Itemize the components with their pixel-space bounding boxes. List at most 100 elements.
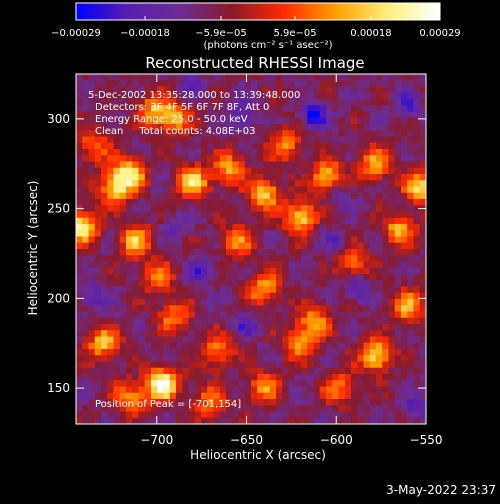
heat-cell [394, 249, 402, 256]
heat-cell [413, 236, 421, 244]
heat-cell [394, 111, 402, 119]
heat-cell [388, 80, 396, 87]
heat-cell [332, 155, 339, 162]
heat-cell [288, 124, 296, 131]
heat-cell [294, 186, 302, 194]
heat-cell [363, 367, 371, 375]
heat-cell [201, 367, 208, 375]
heat-cell [144, 317, 152, 325]
heat-cell [288, 292, 296, 300]
heat-cell [219, 230, 227, 237]
heat-cell [176, 117, 183, 125]
heat-cell [338, 355, 346, 362]
heat-cell [338, 411, 346, 419]
heat-cell [226, 205, 233, 212]
heat-cell [376, 349, 383, 356]
heat-cell [376, 92, 383, 100]
heat-cell [232, 217, 239, 225]
heat-cell [388, 142, 396, 150]
heat-cell [263, 99, 271, 106]
heat-cell [388, 111, 396, 119]
heat-cell [382, 130, 389, 137]
heat-cell [338, 311, 346, 319]
heat-cell [338, 292, 346, 300]
heat-cell [319, 411, 327, 419]
x-tick-label: −650 [230, 433, 263, 447]
heat-cell [107, 192, 114, 200]
heat-cell [201, 392, 208, 400]
heat-cell [213, 211, 221, 219]
heat-cell [382, 255, 389, 262]
heat-cell [301, 274, 308, 281]
heat-cell [394, 149, 402, 156]
heat-cell [376, 99, 383, 106]
heat-cell [269, 211, 277, 219]
heat-cell [113, 317, 121, 325]
heat-cell [157, 186, 164, 194]
heat-cell [182, 130, 189, 137]
heat-cell [126, 286, 133, 294]
heat-cell [351, 174, 358, 181]
heat-cell [376, 105, 383, 112]
heat-cell [276, 192, 283, 200]
heat-cell [269, 249, 277, 256]
heat-cell [194, 380, 202, 387]
heat-cell [357, 286, 364, 294]
heat-cell [157, 161, 164, 169]
heat-cell [301, 305, 308, 312]
heat-cell [344, 311, 352, 319]
colorbar-ticks: −0.00029 −0.00018 −5.9e−05 5.9e−05 0.00018 0.… [51, 16, 461, 39]
heat-cell [307, 249, 314, 256]
heat-cell [169, 186, 177, 194]
heat-cell [82, 274, 89, 281]
heat-cell [132, 242, 139, 250]
heat-cell [163, 380, 171, 387]
heat-cell [176, 217, 183, 225]
heat-cell [269, 174, 277, 181]
heat-cell [401, 392, 408, 400]
heat-cell [244, 267, 252, 275]
heat-cell [82, 192, 89, 200]
heat-cell [82, 80, 89, 87]
heat-cell [244, 317, 252, 325]
heat-cell [269, 274, 277, 281]
heat-cell [226, 236, 233, 244]
heat-cell [413, 186, 421, 194]
heat-cell [232, 199, 239, 206]
heat-cell [219, 399, 227, 406]
heat-cell [82, 324, 89, 331]
heat-cell [251, 92, 258, 100]
heat-cell [232, 111, 239, 119]
heat-cell [207, 380, 214, 387]
heat-cell [138, 317, 146, 325]
heat-cell [294, 305, 302, 312]
heat-cell [413, 380, 421, 387]
heat-cell [363, 386, 371, 394]
heat-cell [419, 236, 427, 244]
heat-cell [169, 317, 177, 325]
heat-cell [132, 105, 139, 112]
heat-cell [382, 167, 389, 175]
heat-cell [213, 149, 221, 156]
heat-cell [88, 367, 96, 375]
heat-cell [276, 130, 283, 137]
heat-cell [407, 155, 414, 162]
heat-cell [107, 92, 114, 100]
heat-cell [119, 367, 127, 375]
heat-cell [263, 392, 271, 400]
heat-cell [351, 136, 358, 144]
heat-cell [76, 242, 83, 250]
heat-cell [132, 92, 139, 100]
heat-cell [94, 292, 102, 300]
heat-cell [188, 155, 196, 162]
heat-cell [419, 380, 427, 387]
heat-cell [419, 274, 427, 281]
heat-cell [194, 149, 202, 156]
heat-cell [182, 274, 189, 281]
heat-cell [163, 286, 171, 294]
heat-cell [182, 199, 189, 206]
heat-cell [101, 92, 108, 100]
heat-cell [244, 124, 252, 131]
heat-cell [188, 274, 196, 281]
heat-cell [363, 299, 371, 306]
